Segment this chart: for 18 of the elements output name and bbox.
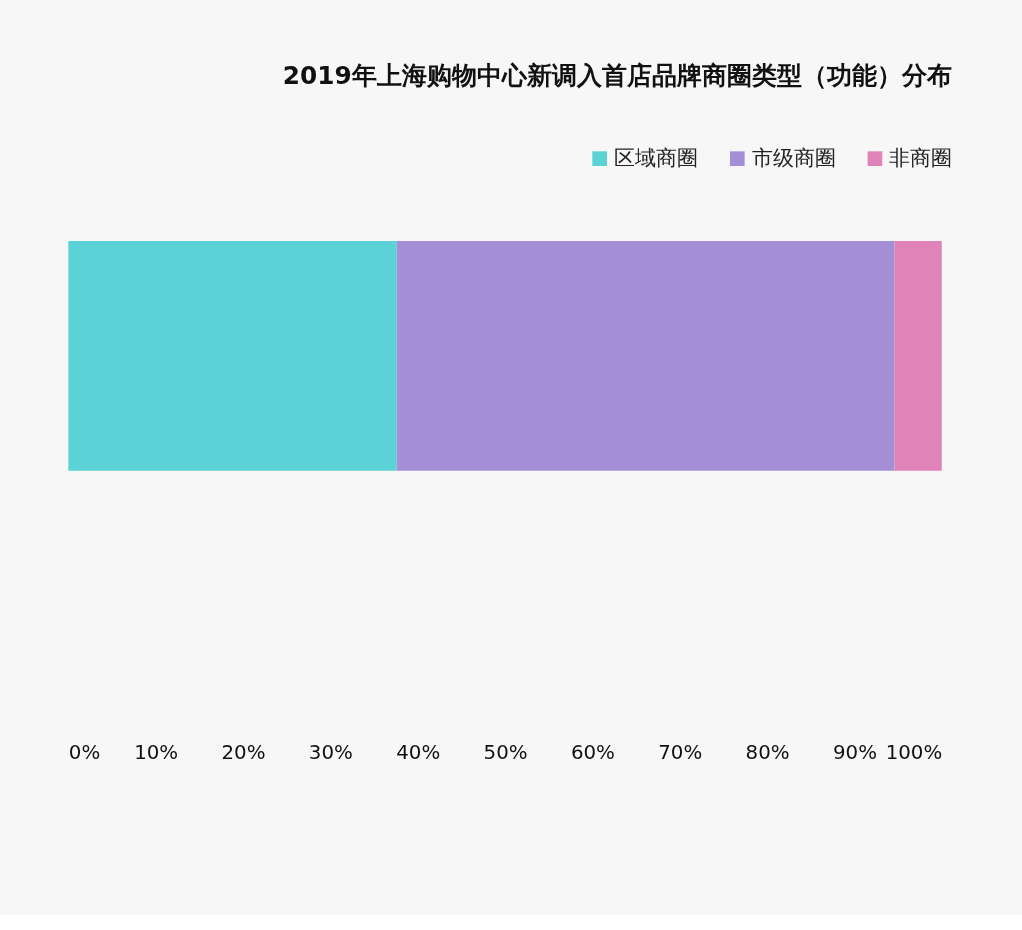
bar (68, 241, 397, 471)
x-tick-label: 40% (396, 740, 441, 764)
x-tick-label: 70% (658, 740, 703, 764)
bar (396, 241, 895, 471)
x-tick-label: 90% (832, 740, 877, 764)
x-tick-label: 30% (308, 740, 353, 764)
legend-label: 区域商圈 (613, 145, 698, 170)
legend-label: 非商圈 (889, 145, 953, 170)
bar (894, 241, 942, 471)
x-tick-label: 20% (221, 740, 266, 764)
x-tick-label: 0% (68, 740, 101, 764)
x-tick-label: 10% (134, 740, 179, 764)
x-tick-label: 80% (745, 740, 790, 764)
chart-title: 2019年上海购物中心新调入首店品牌商圈类型（功能）分布 (282, 60, 952, 90)
x-tick-label: 50% (483, 740, 528, 764)
x-tick-label: 60% (570, 740, 615, 764)
x-tick-label: 100% (885, 740, 943, 764)
legend-label: 市级商圈 (751, 145, 836, 170)
